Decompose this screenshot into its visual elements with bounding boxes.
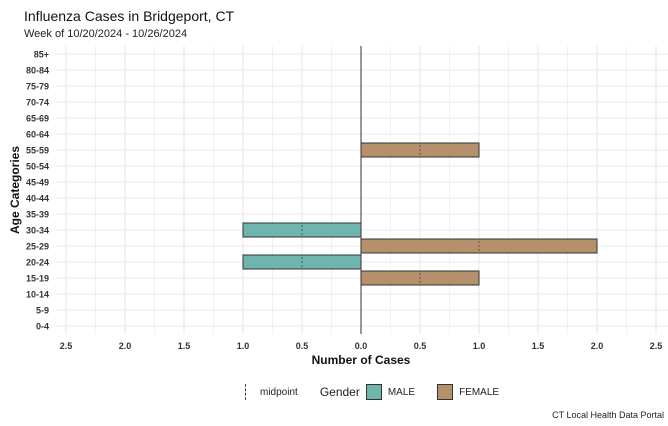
y-tick-label-65-69: 65-69 [26,114,49,124]
population-pyramid-chart: 0-4 5-9 10-14 15-19 20-24 25-29 30-34 35-39 40-4… [8,46,668,367]
chart-subtitle: Week of 10/20/2024 - 10/26/2024 [24,28,188,40]
x-tick-label: 2.5 [60,341,73,351]
x-tick-label: 2.0 [119,341,132,351]
x-tick-label: 2.0 [591,341,604,351]
bars [242,142,598,286]
y-tick-label-70-74: 70-74 [26,98,49,108]
y-tick-label-5-9: 5-9 [36,306,49,316]
y-tick-label-80-84: 80-84 [26,66,49,76]
grid-lines [56,46,668,334]
y-tick-label-55-59: 55-59 [26,146,49,156]
y-tick-label-45-49: 45-49 [26,178,49,188]
y-tick-label-85+: 85+ [34,50,49,60]
y-tick-label-35-39: 35-39 [26,210,49,220]
x-tick-label: 2.5 [650,341,663,351]
female-legend-label: FEMALE [459,386,500,398]
y-tick-label-15-19: 15-19 [26,274,49,284]
y-tick-label-20-24: 20-24 [26,258,49,268]
y-axis-title: Age Categories [8,146,22,234]
y-tick-label-60-64: 60-64 [26,130,49,140]
y-tick-labels: 0-4 5-9 10-14 15-19 20-24 25-29 30-34 35-39 40-4… [26,50,49,332]
male-legend-label: MALE [387,386,416,398]
x-tick-labels: 2.5 2.0 1.5 1.0 0.5 0.0 0.5 1.0 1.5 2.0 2.5 [60,341,663,351]
x-tick-label: 1.5 [178,341,191,351]
midpoint-legend-key [238,383,254,401]
male-legend-swatch [365,384,382,400]
y-tick-label-50-54: 50-54 [26,162,49,172]
source-caption: CT Local Health Data Portal [552,410,664,420]
y-tick-label-0-4: 0-4 [36,322,49,332]
y-tick-label-75-79: 75-79 [26,82,49,92]
x-tick-label: 1.0 [237,341,250,351]
y-tick-label-25-29: 25-29 [26,242,49,252]
gender-legend-title: Gender [319,385,360,399]
midpoint-legend-label: midpoint [260,386,298,398]
midpoint-markers [301,145,480,283]
y-tick-label-40-44: 40-44 [26,194,49,204]
y-tick-label-30-34: 30-34 [26,226,49,236]
x-tick-label: 0.5 [414,341,427,351]
x-tick-label: 1.0 [473,341,486,351]
x-tick-label: 1.5 [532,341,545,351]
x-tick-label: 0.5 [296,341,309,351]
chart-title: Influenza Cases in Bridgeport, CT [24,8,235,24]
x-axis-title: Number of Cases [312,353,411,367]
y-tick-label-10-14: 10-14 [26,290,49,300]
female-legend-swatch [437,384,454,400]
legend: midpoint Gender MALE FEMALE [238,381,499,403]
x-tick-label: 0.0 [355,341,368,351]
